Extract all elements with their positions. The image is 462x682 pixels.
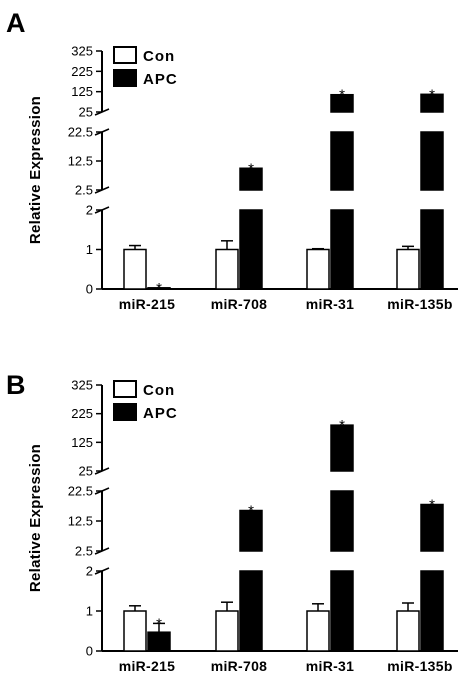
bar-apc-mir-31 <box>330 93 354 113</box>
x-tick-label: miR-135b <box>387 296 452 312</box>
bar-con-mir-31 <box>306 248 330 290</box>
axis-break-mark <box>94 567 110 575</box>
x-tick-label: miR-708 <box>211 296 268 312</box>
axis-break-mark <box>94 487 110 495</box>
y-axis-label: Relative Expression <box>27 96 44 244</box>
y-tick-label: 2.5 <box>75 544 93 559</box>
significance-star: * <box>429 86 435 103</box>
bar-con-mir-708 <box>215 248 239 290</box>
significance-star: * <box>156 615 162 632</box>
x-tick-label: miR-135b <box>387 658 452 674</box>
legend-label-apc: APC <box>143 71 178 88</box>
axis-break-mark <box>94 108 110 116</box>
y-tick-label: 2.5 <box>75 183 93 198</box>
y-tick-label: 125 <box>71 84 93 99</box>
bar-apc-mir-708 <box>239 509 263 552</box>
significance-star: * <box>156 280 162 297</box>
legend-swatch-apc <box>113 69 137 87</box>
panel-label: B <box>6 370 26 400</box>
bar-apc-mir-135b <box>420 209 444 290</box>
legend-swatch-con <box>113 46 137 64</box>
y-tick-label: 2 <box>86 203 93 218</box>
x-tick-label: miR-215 <box>119 658 176 674</box>
y-tick-label: 0 <box>86 282 93 297</box>
bar-con-mir-135b <box>396 610 420 652</box>
axis-break-mark <box>94 206 110 214</box>
y-tick-label: 325 <box>71 378 93 393</box>
y-tick-label: 225 <box>71 406 93 421</box>
bar-apc-mir-708 <box>239 167 263 191</box>
significance-star: * <box>248 503 254 520</box>
bar-apc-mir-31 <box>330 209 354 290</box>
y-tick-label: 12.5 <box>68 514 93 529</box>
x-tick-label: miR-31 <box>306 296 354 312</box>
y-tick-label: 325 <box>71 44 93 59</box>
y-tick-label: 25 <box>79 105 93 120</box>
significance-star: * <box>248 160 254 177</box>
x-tick-label: miR-215 <box>119 296 176 312</box>
y-tick-label: 1 <box>86 604 93 619</box>
y-tick-label: 2 <box>86 564 93 579</box>
panel-label: A <box>6 8 26 38</box>
bar-apc-mir-708 <box>239 209 263 290</box>
significance-star: * <box>429 497 435 514</box>
legend-swatch-apc <box>113 403 137 421</box>
axis-break-mark <box>94 128 110 136</box>
legend-label-con: Con <box>143 48 175 65</box>
bar-con-mir-708 <box>215 610 239 652</box>
bar-con-mir-135b <box>396 248 420 290</box>
bar-con-mir-215 <box>123 610 147 652</box>
bar-apc-mir-708 <box>239 570 263 652</box>
y-tick-label: 225 <box>71 64 93 79</box>
legend-label-apc: APC <box>143 405 178 422</box>
y-axis-label: Relative Expression <box>27 444 44 592</box>
y-tick-label: 12.5 <box>68 154 93 169</box>
legend-label-con: Con <box>143 382 175 399</box>
bar-apc-mir-31 <box>330 424 354 472</box>
significance-star: * <box>339 417 345 434</box>
legend-swatch-con <box>113 380 137 398</box>
bar-apc-mir-215 <box>147 287 171 290</box>
bar-apc-mir-215 <box>147 631 171 652</box>
significance-star: * <box>339 87 345 104</box>
y-tick-label: 125 <box>71 435 93 450</box>
y-tick-label: 1 <box>86 242 93 257</box>
bar-con-mir-31 <box>306 610 330 652</box>
y-tick-label: 0 <box>86 644 93 659</box>
bar-apc-mir-31 <box>330 570 354 652</box>
bar-apc-mir-31 <box>330 490 354 552</box>
bar-apc-mir-135b <box>420 93 444 113</box>
axis-break-mark <box>94 467 110 475</box>
bar-apc-mir-135b <box>420 131 444 191</box>
axis-break-mark <box>94 186 110 194</box>
bar-apc-mir-135b <box>420 503 444 552</box>
y-tick-label: 22.5 <box>68 484 93 499</box>
y-tick-label: 22.5 <box>68 125 93 140</box>
bar-apc-mir-31 <box>330 131 354 191</box>
x-tick-label: miR-31 <box>306 658 354 674</box>
axis-break-mark <box>94 547 110 555</box>
bar-apc-mir-135b <box>420 570 444 652</box>
y-tick-label: 25 <box>79 464 93 479</box>
bar-con-mir-215 <box>123 248 147 290</box>
x-tick-label: miR-708 <box>211 658 268 674</box>
